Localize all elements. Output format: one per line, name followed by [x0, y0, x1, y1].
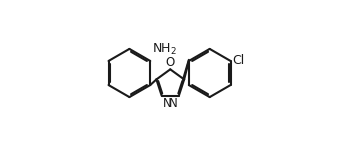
Text: N: N	[162, 97, 171, 110]
Text: Cl: Cl	[232, 54, 244, 67]
Text: N: N	[169, 97, 178, 110]
Text: O: O	[166, 56, 175, 69]
Text: NH$_2$: NH$_2$	[152, 41, 177, 57]
